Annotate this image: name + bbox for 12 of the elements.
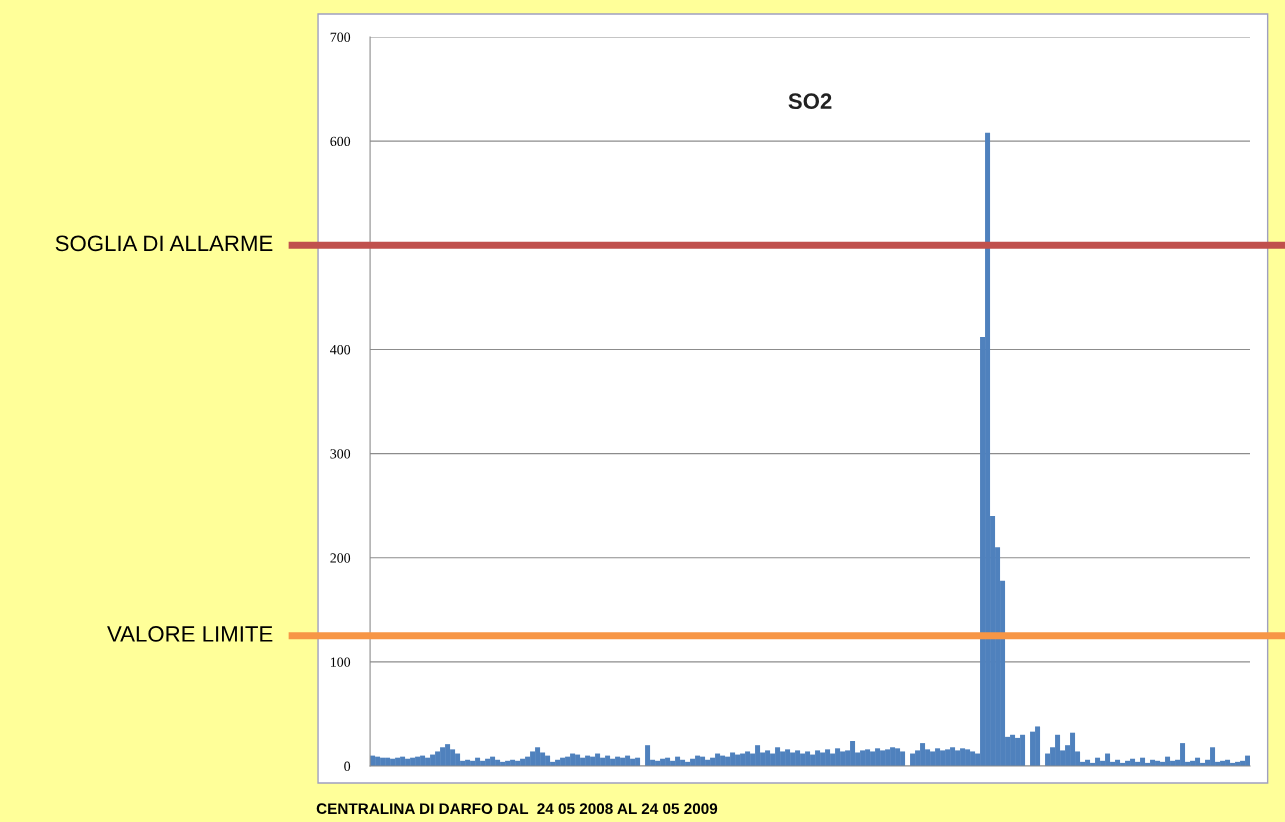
ref-line-label: SOGLIA DI ALLARME — [55, 235, 273, 252]
y-tick-label: 700 — [330, 32, 351, 42]
y-tick-label: 300 — [330, 449, 351, 459]
text: CENTRALINA DI DARFO DAL 24 05 2008 AL 24 05 2009 — [316, 803, 718, 815]
y-tick-label: 200 — [330, 553, 351, 563]
y-tick-label: 600 — [330, 136, 351, 147]
ref-line-label: VALORE LIMITE — [107, 626, 273, 642]
bar — [645, 745, 651, 767]
y-tick-label: 100 — [331, 657, 351, 667]
y-tick-label: 400 — [330, 345, 351, 355]
y-tick-label: 0 — [344, 761, 351, 771]
text: SO2 — [788, 93, 832, 110]
